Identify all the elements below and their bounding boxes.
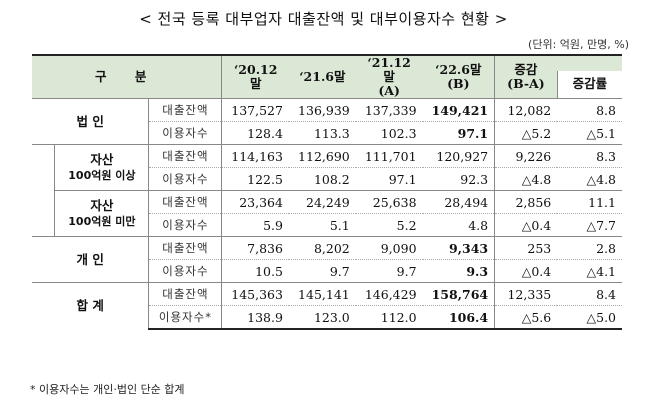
group-label-corporate: 법 인: [32, 98, 150, 145]
cell: △7.7: [557, 213, 622, 237]
header-col-2112: ‘21.12말 (A): [355, 54, 423, 99]
cell: 146,429: [355, 282, 423, 306]
cell: 5.1: [288, 213, 356, 237]
header-col-2206-line1: ‘22.6말: [435, 62, 482, 77]
header-col-2206: ‘22.6말 (B): [422, 54, 495, 99]
header-col-2206-line2: (B): [447, 76, 470, 91]
cell: 8.8: [557, 98, 622, 122]
header-col-2012: ‘20.12말: [221, 54, 289, 99]
cell: 114,163: [221, 144, 289, 168]
cell: 9,090: [355, 236, 423, 260]
group-label-large-line2: 100억원 이상: [68, 168, 136, 182]
header-change-line1: 증감: [514, 62, 538, 77]
cell: 9.3: [422, 259, 495, 283]
group-label-small-line1: 자산: [90, 197, 114, 213]
row-label: 대출잔액: [148, 144, 223, 168]
cell: 23,364: [221, 190, 289, 214]
cell: 12,335: [494, 282, 558, 306]
cell: 9.7: [288, 259, 356, 283]
table-title: < 전국 등록 대부업자 대출잔액 및 대부이용자수 현황 >: [139, 10, 508, 28]
cell: 92.3: [422, 167, 495, 191]
cell: 149,421: [422, 98, 495, 122]
header-category: 구 분: [32, 54, 222, 99]
cell: 7,836: [221, 236, 289, 260]
cell: △0.4: [494, 259, 558, 283]
row-label: 대출잔액: [148, 236, 223, 260]
cell: 5.9: [221, 213, 289, 237]
cell: △0.4: [494, 213, 558, 237]
cell: 8.4: [557, 282, 622, 306]
loan-status-table: 구 분 ‘20.12말 ‘21.6말 ‘21.12말 (A) ‘22.6말 (B…: [32, 54, 622, 330]
cell: 137,339: [355, 98, 423, 122]
cell: 4.8: [422, 213, 495, 237]
group-label-small-line2: 100억원 미만: [68, 214, 136, 228]
cell: 138.9: [221, 305, 289, 330]
row-label: 이용자수: [148, 213, 223, 237]
cell: △5.0: [557, 305, 622, 330]
group-label-individual: 개 인: [32, 236, 150, 283]
cell: 137,527: [221, 98, 289, 122]
row-label: 대출잔액: [148, 98, 223, 122]
cell: 24,249: [288, 190, 356, 214]
cell: 123.0: [288, 305, 356, 330]
cell: 12,082: [494, 98, 558, 122]
cell: 106.4: [422, 305, 495, 330]
header-change: 증감 (B-A): [494, 54, 558, 99]
row-label: 대출잔액: [148, 190, 223, 214]
row-label: 이용자수: [148, 259, 223, 283]
cell: 108.2: [288, 167, 356, 191]
cell: 111,701: [355, 144, 423, 168]
cell: △4.1: [557, 259, 622, 283]
cell: 9,226: [494, 144, 558, 168]
cell: 136,939: [288, 98, 356, 122]
cell: 2.8: [557, 236, 622, 260]
cell: 10.5: [221, 259, 289, 283]
cell: 9,343: [422, 236, 495, 260]
group-label-large-assets: 자산 100억원 이상: [54, 144, 150, 191]
cell: 145,141: [288, 282, 356, 306]
cell: 113.3: [288, 121, 356, 145]
cell: 97.1: [355, 167, 423, 191]
cell: 112.0: [355, 305, 423, 330]
cell: 128.4: [221, 121, 289, 145]
cell: 253: [494, 236, 558, 260]
row-label: 대출잔액: [148, 282, 223, 306]
group-label-large-line1: 자산: [90, 151, 114, 167]
cell: △5.2: [494, 121, 558, 145]
cell: 145,363: [221, 282, 289, 306]
cell: 28,494: [422, 190, 495, 214]
row-label: 이용자수: [148, 121, 223, 145]
group-label-total: 합 계: [32, 282, 150, 329]
cell: △5.6: [494, 305, 558, 330]
row-label: 이용자수*: [148, 305, 223, 330]
cell: 112,690: [288, 144, 356, 168]
cell: △5.1: [557, 121, 622, 145]
cell: 11.1: [557, 190, 622, 214]
footnote: * 이용자수는 개인·법인 단순 합계: [30, 383, 185, 396]
cell: △4.8: [557, 167, 622, 191]
cell: △4.8: [494, 167, 558, 191]
header-col-2106: ‘21.6말: [288, 54, 356, 99]
cell: 122.5: [221, 167, 289, 191]
group-label-small-assets: 자산 100억원 미만: [54, 190, 150, 237]
cell: 25,638: [355, 190, 423, 214]
cell: 2,856: [494, 190, 558, 214]
cell: 97.1: [422, 121, 495, 145]
cell: 5.2: [355, 213, 423, 237]
cell: 8.3: [557, 144, 622, 168]
cell: 102.3: [355, 121, 423, 145]
cell: 8,202: [288, 236, 356, 260]
cell: 158,764: [422, 282, 495, 306]
indent-spacer: [32, 144, 55, 237]
cell: 120,927: [422, 144, 495, 168]
header-col-2112-line2: (A): [378, 83, 400, 98]
header-col-2112-line1: ‘21.12말: [367, 55, 411, 84]
cell: 9.7: [355, 259, 423, 283]
header-change-line2: (B-A): [507, 76, 545, 91]
row-label: 이용자수: [148, 167, 223, 191]
header-change-rate: 증감률: [556, 70, 622, 99]
unit-note: (단위: 억원, 만명, %): [528, 38, 629, 51]
